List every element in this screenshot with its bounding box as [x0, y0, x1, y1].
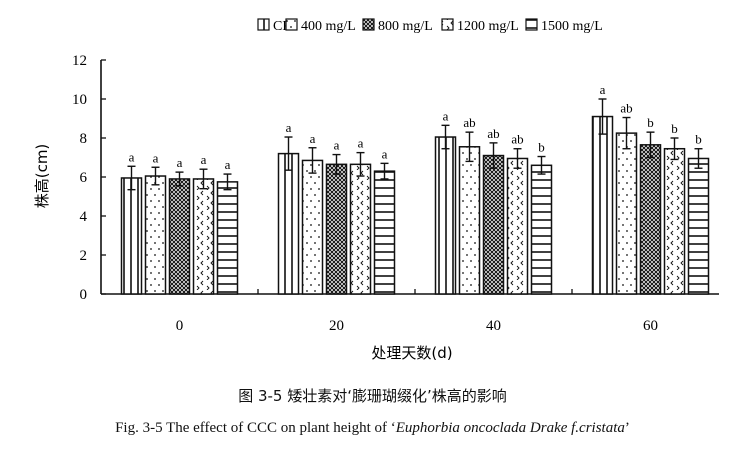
y-tick-label: 2	[80, 248, 88, 264]
significance-letter: ab	[487, 126, 499, 141]
bar-800-mg-l	[482, 154, 505, 295]
bar-800-mg-l	[639, 144, 662, 295]
significance-letter: b	[671, 121, 678, 136]
caption-english-species: Euphorbia oncoclada Drake f.cristata	[395, 420, 625, 436]
significance-letter: a	[286, 120, 292, 135]
y-tick-label: 6	[80, 170, 88, 186]
bar-ck	[591, 115, 614, 295]
bar-1200-mg-l	[663, 147, 686, 295]
x-axis-label: 处理天数(d)	[371, 344, 452, 362]
significance-letter: a	[334, 138, 340, 153]
x-tick-label: 60	[643, 318, 658, 334]
bar-800-mg-l	[325, 163, 348, 295]
x-tick-label: 20	[329, 318, 344, 334]
bar-ck	[434, 136, 457, 295]
legend-label: 400 mg/L	[301, 19, 356, 34]
legend-label: 1200 mg/L	[457, 19, 519, 34]
bar-1500-mg-l	[687, 157, 710, 295]
significance-letter: a	[382, 146, 388, 161]
legend-label: 1500 mg/L	[541, 19, 603, 34]
bar-400-mg-l	[144, 175, 167, 295]
bar-ck	[277, 152, 300, 295]
y-tick-label: 0	[80, 287, 88, 303]
significance-letter: ab	[463, 115, 475, 130]
y-tick-label: 4	[80, 209, 88, 225]
bar-1200-mg-l	[192, 178, 215, 295]
y-tick-label: 8	[80, 131, 88, 147]
significance-letter: a	[177, 155, 183, 170]
y-tick-label: 10	[72, 92, 87, 108]
bar-ck	[120, 177, 143, 295]
legend-label: 800 mg/L	[378, 19, 433, 34]
significance-letter: b	[647, 115, 654, 130]
caption-english: Fig. 3-5 The effect of CCC on plant heig…	[0, 420, 745, 437]
bar-400-mg-l	[458, 146, 481, 295]
caption-english-prefix: Fig. 3-5 The effect of CCC on plant heig…	[115, 420, 396, 436]
legend-swatch	[257, 18, 270, 31]
x-tick-label: 0	[176, 318, 184, 334]
significance-letter: a	[358, 136, 364, 151]
significance-letter: a	[201, 152, 207, 167]
significance-letter: ab	[620, 101, 632, 116]
significance-letter: a	[153, 150, 159, 165]
caption-chinese: 图 3-5 矮壮素对‘膨珊瑚缀化’株高的影响	[238, 387, 507, 405]
bar-800-mg-l	[168, 178, 191, 295]
bar-400-mg-l	[301, 159, 324, 295]
bar-1500-mg-l	[216, 181, 239, 295]
y-axis-label: 株高(cm)	[33, 144, 51, 209]
y-tick-label: 12	[72, 53, 87, 69]
bar-1500-mg-l	[373, 170, 396, 295]
caption-english-suffix: ’	[624, 420, 630, 436]
legend-swatch	[285, 18, 298, 31]
x-tick-label: 40	[486, 318, 501, 334]
significance-letter: ab	[511, 132, 523, 147]
significance-letter: a	[225, 157, 231, 172]
bar-400-mg-l	[615, 132, 638, 295]
significance-letter: a	[310, 131, 316, 146]
legend-swatch	[362, 18, 375, 31]
legend-swatch	[441, 18, 454, 31]
bar-1200-mg-l	[506, 157, 529, 295]
significance-letter: a	[600, 82, 606, 97]
significance-letter: b	[538, 140, 545, 155]
significance-letter: a	[443, 108, 449, 123]
legend-swatch	[525, 18, 538, 31]
bar-1500-mg-l	[530, 164, 553, 295]
bar-1200-mg-l	[349, 163, 372, 295]
significance-letter: a	[129, 149, 135, 164]
significance-letter: b	[695, 132, 702, 147]
